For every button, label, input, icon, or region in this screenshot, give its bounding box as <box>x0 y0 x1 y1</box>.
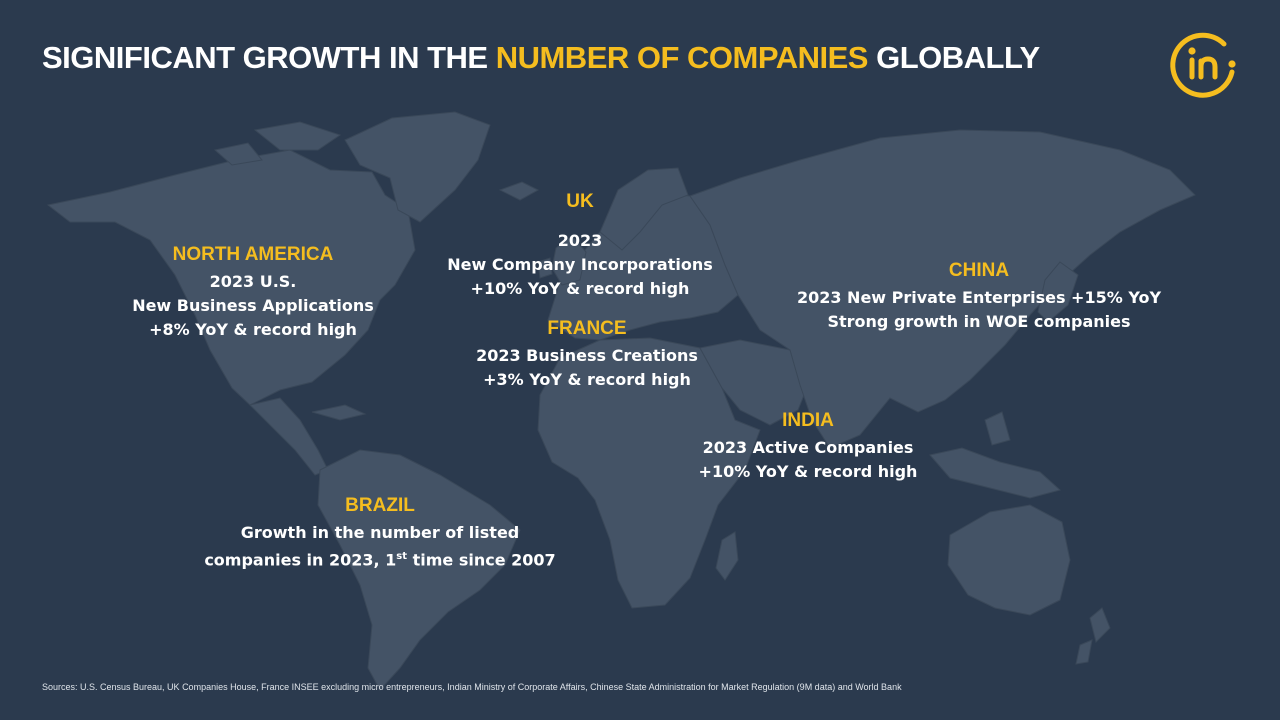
map-middle-east <box>699 339 811 426</box>
france-line-1: 2023 Business Creations <box>476 346 698 365</box>
uk-line-2: New Company Incorporations <box>447 255 713 274</box>
india-heading: INDIA <box>782 410 834 431</box>
title-part-2: GLOBALLY <box>867 40 1040 75</box>
map-se-asia-islands <box>929 411 1062 499</box>
uk-line-1: 2023 <box>557 231 603 250</box>
map-japan <box>1037 261 1079 323</box>
india-line-2: +10% YoY & record high <box>698 462 918 481</box>
china-line-2: Strong growth in WOE companies <box>827 312 1131 331</box>
company-logo-icon <box>1170 32 1236 98</box>
page-title: SIGNIFICANT GROWTH IN THE NUMBER OF COMP… <box>42 40 1040 76</box>
china-callout: CHINA 2023 New Private Enterprises +15% … <box>790 259 1168 334</box>
north-america-line-2: New Business Applications <box>132 296 374 315</box>
map-central-america <box>249 397 329 476</box>
map-new-zealand <box>1075 607 1111 665</box>
map-caribbean <box>311 404 367 421</box>
north-america-line-1: 2023 U.S. <box>209 272 297 291</box>
map-australia <box>947 504 1071 616</box>
map-south-america <box>317 449 521 691</box>
map-greenland <box>344 111 491 223</box>
map-madagascar <box>715 531 739 581</box>
map-uk <box>537 235 587 286</box>
sources-footnote: Sources: U.S. Census Bureau, UK Companie… <box>42 682 902 692</box>
title-part-1: SIGNIFICANT GROWTH IN THE <box>42 40 496 75</box>
uk-heading: UK <box>566 191 594 212</box>
india-callout: INDIA 2023 Active Companies +10% YoY & r… <box>690 409 926 484</box>
north-america-callout: NORTH AMERICA 2023 U.S. New Business App… <box>128 243 378 342</box>
north-america-heading: NORTH AMERICA <box>172 244 334 265</box>
china-line-1: 2023 New Private Enterprises +15% YoY <box>796 288 1162 307</box>
brazil-heading: BRAZIL <box>345 495 415 516</box>
brazil-line-2-post: time since 2007 <box>407 550 556 570</box>
uk-line-3: +10% YoY & record high <box>470 279 690 298</box>
france-line-2: +3% YoY & record high <box>483 370 691 389</box>
north-america-line-3: +8% YoY & record high <box>149 320 357 339</box>
brazil-line-2: companies in 2023, 1st time since 2007 <box>200 545 560 572</box>
brazil-line-2-pre: companies in 2023, 1 <box>204 550 397 570</box>
brazil-line-2-sup: st <box>396 551 408 562</box>
map-iceland <box>498 181 540 201</box>
france-heading: FRANCE <box>547 318 627 339</box>
brazil-callout: BRAZIL Growth in the number of listed co… <box>200 494 560 572</box>
france-callout: FRANCE 2023 Business Creations +3% YoY &… <box>462 317 712 392</box>
map-asia <box>689 129 1196 449</box>
title-highlight: NUMBER OF COMPANIES <box>495 40 869 75</box>
map-scandinavia <box>599 167 689 251</box>
india-line-1: 2023 Active Companies <box>702 438 914 457</box>
map-arctic-islands <box>213 121 342 166</box>
china-heading: CHINA <box>948 260 1010 281</box>
brazil-line-1: Growth in the number of listed <box>240 523 520 542</box>
uk-callout: UK 2023 New Company Incorporations +10% … <box>440 190 720 301</box>
